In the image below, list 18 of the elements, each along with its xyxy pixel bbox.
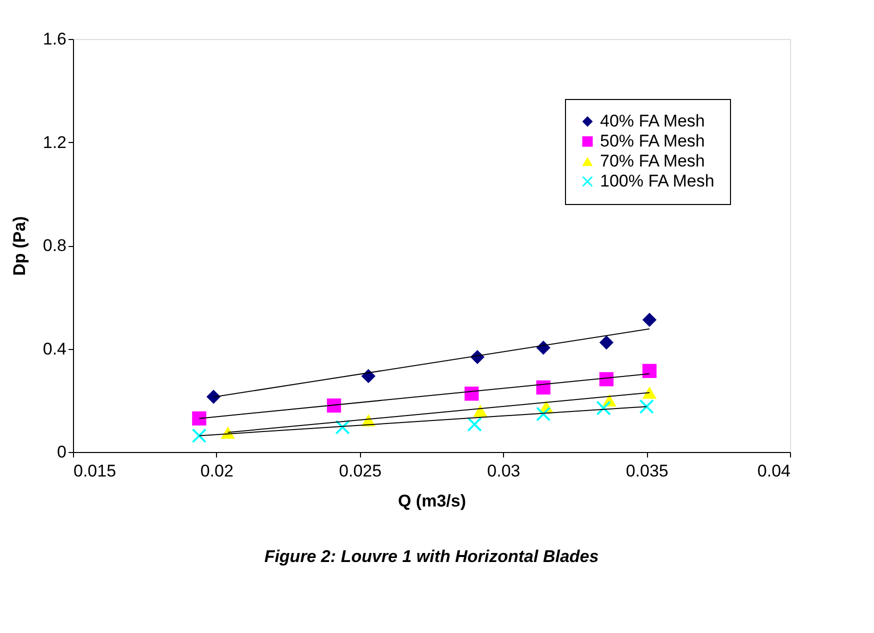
x-tick-label: 0.025: [339, 462, 382, 480]
x-axis-title: Q (m3/s): [398, 492, 466, 510]
legend-label: 70% FA Mesh: [600, 152, 705, 170]
text: Figure 2: Louvre 1 with Horizontal Blades: [264, 547, 599, 566]
y-tick-label: 0.4: [42, 339, 66, 358]
y-axis-title: Dp (Pa): [10, 216, 29, 276]
x-tick-label: 0.04: [757, 462, 790, 480]
y-tick-label: 1.2: [42, 132, 66, 152]
x-tick-label: 0.035: [626, 462, 668, 480]
x-tick-label: 0.02: [200, 462, 234, 480]
y-tick-label: 0: [57, 442, 66, 462]
y-tick-label: 1.6: [42, 30, 66, 48]
x-tick-label: 0.015: [74, 462, 116, 480]
legend-label: 50% FA Mesh: [600, 132, 705, 150]
y-tick-label: 0.8: [42, 236, 66, 255]
legend-label: 100% FA Mesh: [600, 172, 714, 190]
x-tick-label: 0.03: [487, 462, 520, 480]
legend-label: 40% FA Mesh: [600, 112, 705, 130]
